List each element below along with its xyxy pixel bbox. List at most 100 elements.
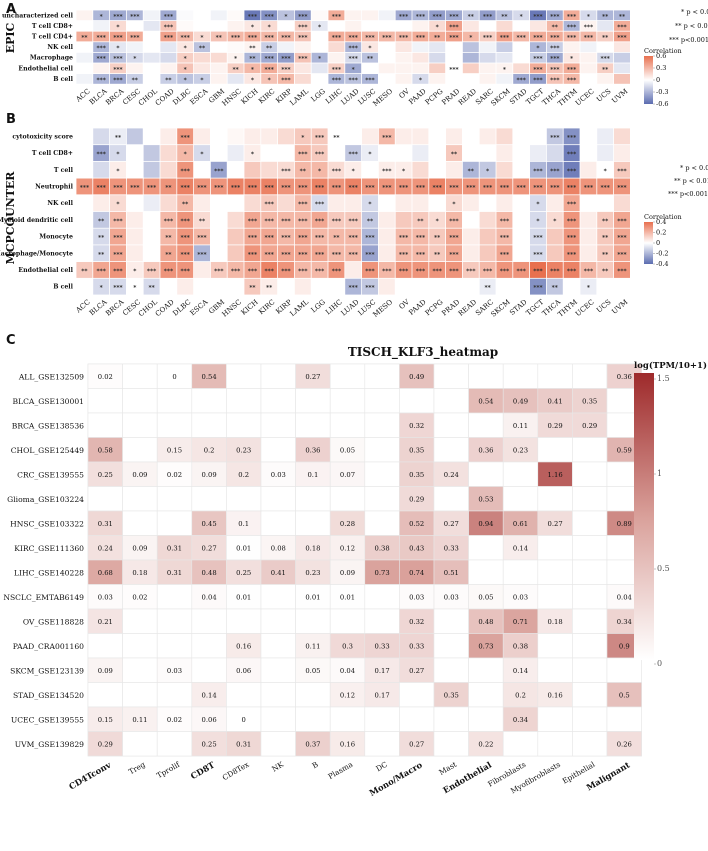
panel-a-cell <box>446 31 462 42</box>
panel-a-significance-mark: * <box>251 24 255 31</box>
panel-b-cell <box>210 161 227 178</box>
panel-c-cell <box>156 461 193 487</box>
panel-c-column-label: DC <box>374 760 389 774</box>
panel-b-significance-mark: *** <box>298 268 308 275</box>
panel-b-cell <box>462 211 479 228</box>
panel-b-significance-mark: *** <box>617 218 627 225</box>
panel-c-cell-value: 0.35 <box>409 471 424 479</box>
panel-b-cell <box>194 262 210 278</box>
panel-c-tisch-heatmap: C TISCH_KLF3_heatmap 0.02 0 0.54 0.27 0.49 0.… <box>3 333 707 798</box>
panel-a-significance-mark: * <box>116 45 120 52</box>
panel-b-significance-mark: *** <box>264 268 274 275</box>
panel-b-cell <box>160 278 177 295</box>
panel-c-cell <box>537 706 573 732</box>
panel-b-cell <box>496 128 513 145</box>
panel-b-cell <box>227 262 244 278</box>
panel-b-significance-mark: *** <box>180 218 190 225</box>
panel-a-cell <box>446 42 462 52</box>
panel-c-cell <box>364 559 400 585</box>
panel-b-cell <box>294 228 311 245</box>
panel-a-significance-mark: *** <box>382 35 392 42</box>
panel-a-significance-mark: *** <box>432 13 442 20</box>
panel-b-significance-mark: ** <box>451 151 458 158</box>
panel-c-cell <box>329 363 366 389</box>
panel-b-cell <box>496 245 513 262</box>
panel-b-significance-mark: * <box>452 201 456 208</box>
panel-a-cell <box>311 31 328 42</box>
panel-b-cell <box>412 228 429 245</box>
panel-b-significance-mark: *** <box>382 268 392 275</box>
panel-c-cell-value: 0.16 <box>340 740 355 748</box>
panel-b-cell <box>429 161 446 178</box>
panel-b-cell <box>294 195 311 212</box>
panel-a-cell <box>614 31 630 42</box>
panel-c-cell-value: 0.09 <box>340 569 355 577</box>
panel-b-cell <box>194 161 210 178</box>
panel-b-significance-mark: *** <box>332 184 342 191</box>
panel-c-row-label: ALL_GSE132509 <box>18 372 84 381</box>
panel-c-cell <box>260 412 296 438</box>
panel-c-cell-value: 0.09 <box>202 471 217 479</box>
panel-a-significance-mark: ** <box>602 35 609 42</box>
panel-b-cell <box>395 145 412 161</box>
panel-a-significance-mark: *** <box>550 35 560 42</box>
panel-b-cell <box>378 278 395 295</box>
panel-c-cell-value: 0.03 <box>444 593 459 601</box>
panel-b-cell <box>328 178 345 195</box>
panel-b-significance-mark: ** <box>602 235 609 242</box>
panel-b-row-labels: cytotoxicity score T cell CD8+ T cell Neutr… <box>0 133 74 290</box>
panel-a-significance-mark: * <box>587 13 591 20</box>
panel-a-significance-mark: *** <box>164 35 174 42</box>
panel-b-cell <box>110 128 126 145</box>
panel-b-cell <box>126 278 143 295</box>
panel-a-significance-mark: ** <box>81 35 88 42</box>
panel-b-cell <box>580 228 597 245</box>
panel-c-cell <box>156 608 193 634</box>
panel-a-cell <box>194 42 210 52</box>
panel-a-cell <box>563 21 580 31</box>
panel-c-column-label: Plasma <box>326 759 354 781</box>
panel-b-cell <box>614 211 630 228</box>
panel-c-cell-value: 0 <box>242 716 246 724</box>
panel-b-column-label: MESO <box>372 298 395 319</box>
panel-c-cell-value: 0.26 <box>617 740 632 748</box>
panel-c-cell <box>156 412 193 438</box>
panel-c-row-label: Glioma_GSE103224 <box>7 495 84 504</box>
panel-b-significance-mark: *** <box>382 134 392 141</box>
panel-b-cell <box>378 245 395 262</box>
panel-b-significance-mark: *** <box>348 285 358 292</box>
panel-a-cell <box>194 74 210 84</box>
panel-b-significance-mark: *** <box>567 151 577 158</box>
panel-c-cell-value: 0.18 <box>548 618 563 626</box>
panel-b-cell <box>294 278 311 295</box>
panel-c-cell <box>122 633 158 659</box>
panel-c-cell <box>329 657 366 683</box>
panel-b-cell <box>429 145 446 161</box>
panel-c-cell <box>364 388 400 414</box>
panel-b-cell <box>546 128 563 145</box>
panel-b-cell <box>580 161 597 178</box>
panel-a-cell <box>261 10 278 21</box>
panel-b-cell <box>395 278 412 295</box>
panel-c-cell-value: 0.1 <box>238 520 249 528</box>
panel-b-significance-mark: ** <box>98 235 105 242</box>
panel-a-column-label: KIRC <box>257 87 276 105</box>
panel-b-cell <box>378 145 395 161</box>
panel-c-row-label: OV_GSE118828 <box>23 617 84 626</box>
panel-c-cell <box>468 535 504 561</box>
panel-a-cell <box>328 42 345 52</box>
panel-b-cell <box>160 195 177 212</box>
panel-a-cell <box>496 74 513 84</box>
panel-c-cell <box>122 486 158 512</box>
panel-c-cell-value: 0.14 <box>202 691 217 699</box>
panel-c-cell <box>122 510 158 536</box>
panel-a-sig-key-3: *** p<0.001 <box>669 36 708 44</box>
panel-a-cell <box>194 52 210 63</box>
panel-b-cell <box>546 178 563 195</box>
panel-a-significance-mark: * <box>234 56 238 63</box>
panel-b-cell <box>614 262 630 278</box>
panel-b-significance-mark: *** <box>130 184 140 191</box>
panel-b-significance-mark: *** <box>500 218 510 225</box>
panel-a-column-label: STAD <box>508 87 529 106</box>
panel-a-cell <box>597 31 614 42</box>
